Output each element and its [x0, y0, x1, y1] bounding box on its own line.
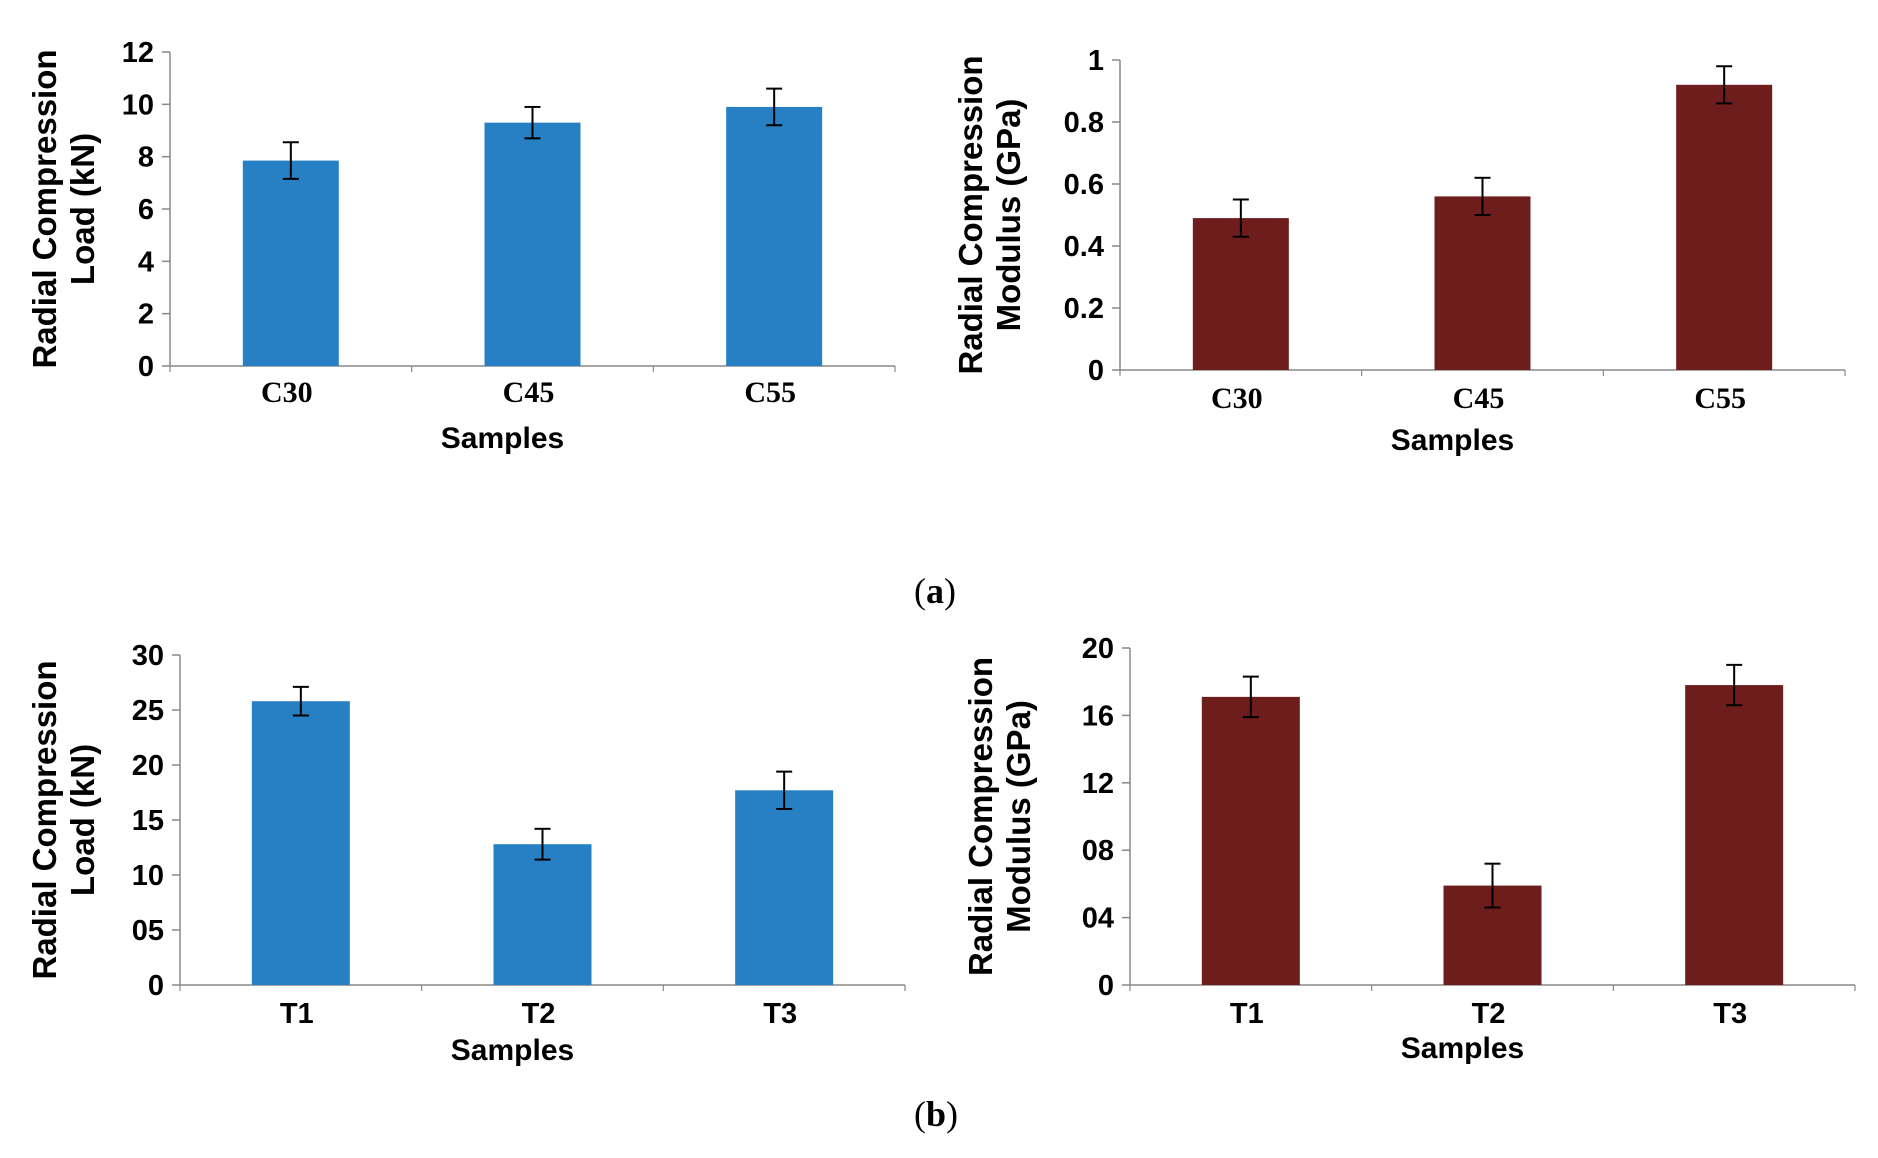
- bar-c45: [484, 122, 581, 367]
- y-axis-label-line: Radial Compression: [26, 49, 63, 368]
- caption-a: (a): [914, 571, 956, 611]
- y-axis-label-line: Modulus (GPa): [1000, 700, 1037, 933]
- y-tick-label: 12: [1082, 768, 1114, 800]
- chart-b-load: 0 05 10 15 20 25 30 T1 T2 T3 Samples Radial Compres…: [10, 630, 910, 1090]
- y-axis-label: Radial CompressionLoad (kN): [26, 660, 101, 979]
- y-axis-label-line: Modulus (GPa): [990, 99, 1027, 332]
- bar-c30: [242, 160, 339, 366]
- y-tick-label: 6: [138, 194, 154, 226]
- category-label: C45: [503, 376, 555, 409]
- chart-svg: 0 05 10 15 20 25 30 T1 T2 T3 Samples Radial Compres…: [26, 640, 906, 1067]
- y-axis-label-line: Load (kN): [64, 744, 101, 896]
- y-tick-label: 0.6: [1064, 169, 1104, 201]
- y-axis-label-line: Radial Compression: [26, 660, 63, 979]
- y-tick-label: 12: [122, 37, 154, 69]
- y-tick-label: 4: [138, 246, 154, 278]
- category-label: T2: [1472, 998, 1506, 1030]
- chart-b-modulus: 0 04 08 12 16 20 T1 T2 T3 Samples Radial Compressi…: [940, 620, 1860, 1090]
- y-tick-label: 0.4: [1064, 231, 1104, 263]
- y-axis-label-line: Load (kN): [64, 133, 101, 285]
- caption-b: (b): [914, 1094, 959, 1134]
- y-tick-label: 0.8: [1064, 107, 1104, 139]
- y-axis-label: Radial CompressionModulus (GPa): [952, 55, 1027, 374]
- chart-a-load: 0 2 4 6 8 10 12 C30 C45 C55 Samples Radial Compress…: [10, 30, 910, 570]
- y-axis-label-line: Radial Compression: [952, 55, 989, 374]
- y-tick-label: 10: [122, 89, 154, 121]
- bar-c55: [726, 106, 823, 366]
- bar-t3: [735, 790, 834, 985]
- chart-svg: 0 0.2 0.4 0.6 0.8 1 C30 C45 C55 Samples Radial Com…: [952, 45, 1846, 457]
- x-axis-label: Samples: [1391, 424, 1514, 457]
- y-tick-label: 0: [1088, 355, 1104, 387]
- category-label: C30: [1211, 382, 1263, 415]
- y-axis-label: Radial CompressionModulus (GPa): [962, 657, 1037, 976]
- x-axis-label: Samples: [441, 422, 564, 455]
- category-label: C55: [1694, 382, 1746, 415]
- category-label: T1: [280, 998, 314, 1030]
- y-tick-label: 05: [132, 915, 164, 947]
- y-tick-label: 8: [138, 142, 154, 174]
- bar-c55: [1676, 84, 1773, 371]
- caption-b-letter: b: [926, 1094, 947, 1134]
- y-axis-label: Radial CompressionLoad (kN): [26, 49, 101, 368]
- bar-c30: [1192, 218, 1289, 370]
- y-tick-label: 15: [132, 805, 164, 837]
- y-tick-label: 10: [132, 860, 164, 892]
- y-tick-label: 0: [138, 351, 154, 383]
- category-label: C30: [261, 376, 313, 409]
- x-axis-label: Samples: [1401, 1032, 1524, 1065]
- y-tick-label: 16: [1082, 700, 1114, 732]
- y-tick-label: 1: [1088, 45, 1104, 77]
- y-tick-label: 0: [1098, 970, 1114, 1002]
- y-axis-label-line: Radial Compression: [962, 657, 999, 976]
- y-tick-label: 20: [132, 750, 164, 782]
- category-label: C55: [744, 376, 796, 409]
- y-tick-label: 0: [148, 970, 164, 1002]
- chart-svg: 0 04 08 12 16 20 T1 T2 T3 Samples Radial Compressi…: [962, 633, 1856, 1065]
- y-tick-label: 08: [1082, 835, 1114, 867]
- caption-a-letter: a: [926, 571, 944, 611]
- bar-c45: [1434, 196, 1531, 370]
- y-tick-label: 25: [132, 695, 164, 727]
- bar-t1: [1201, 696, 1300, 985]
- bar-t3: [1685, 685, 1784, 985]
- bar-t1: [251, 701, 350, 985]
- y-tick-label: 04: [1082, 903, 1114, 935]
- x-axis-label: Samples: [451, 1034, 574, 1067]
- y-tick-label: 0.2: [1064, 293, 1104, 325]
- bar-t2: [493, 844, 592, 985]
- category-label: C45: [1453, 382, 1505, 415]
- chart-svg: 0 2 4 6 8 10 12 C30 C45 C55 Samples Radial Compress…: [26, 37, 896, 455]
- y-tick-label: 20: [1082, 633, 1114, 665]
- category-label: T1: [1230, 998, 1264, 1030]
- category-label: T2: [522, 998, 556, 1030]
- category-label: T3: [763, 998, 797, 1030]
- y-tick-label: 2: [138, 299, 154, 331]
- chart-a-modulus: 0 0.2 0.4 0.6 0.8 1 C30 C45 C55 Samples Radial Com…: [940, 30, 1860, 570]
- category-label: T3: [1713, 998, 1747, 1030]
- y-tick-label: 30: [132, 640, 164, 672]
